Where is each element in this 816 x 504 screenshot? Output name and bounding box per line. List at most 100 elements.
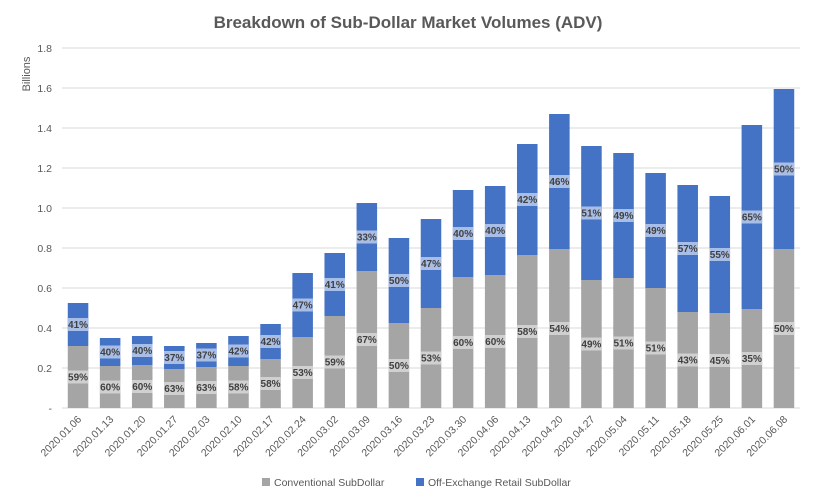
pct-label: 41% — [325, 280, 345, 291]
pct-label: 49% — [646, 226, 666, 237]
pct-label: 40% — [453, 229, 473, 240]
y-tick-label: 0.8 — [37, 243, 52, 255]
pct-label: 57% — [678, 244, 698, 255]
pct-label-box — [131, 380, 153, 393]
pct-label-box — [516, 325, 538, 338]
pct-label-box — [356, 333, 378, 346]
pct-label-box — [420, 257, 442, 270]
pct-label-box — [420, 351, 442, 365]
y-tick-label: 1.2 — [37, 163, 52, 175]
pct-label: 50% — [774, 324, 794, 335]
pct-label-box — [356, 230, 378, 244]
pct-label: 50% — [389, 361, 409, 372]
pct-label: 53% — [421, 354, 441, 365]
pct-label-box — [484, 335, 506, 348]
y-tick-label: - — [49, 403, 53, 415]
pct-label-box — [164, 382, 185, 395]
pct-label-box — [196, 348, 217, 362]
pct-label-box — [99, 380, 121, 394]
pct-label: 50% — [774, 165, 794, 176]
pct-label: 37% — [196, 351, 216, 362]
pct-label-box — [388, 359, 410, 372]
pct-label: 58% — [261, 379, 281, 390]
pct-label-box — [484, 224, 506, 237]
y-axis-label: Billions — [21, 56, 33, 91]
y-tick-label: 0.6 — [37, 283, 52, 295]
pct-label: 54% — [549, 324, 569, 335]
pct-label: 40% — [100, 348, 120, 359]
pct-label-box — [773, 162, 795, 176]
pct-label-box — [67, 370, 89, 384]
legend-swatch — [262, 478, 270, 486]
pct-label: 58% — [228, 383, 248, 394]
pct-label: 47% — [293, 301, 313, 312]
pct-label: 60% — [485, 337, 505, 348]
pct-label-box — [228, 380, 249, 394]
pct-label-box — [741, 352, 763, 365]
pct-label: 60% — [100, 383, 120, 394]
pct-label-box — [613, 209, 634, 222]
pct-label: 42% — [261, 337, 281, 348]
pct-label: 60% — [132, 382, 152, 393]
pct-label: 40% — [132, 346, 152, 357]
pct-label: 63% — [196, 383, 216, 394]
pct-label: 42% — [517, 195, 537, 206]
pct-label-box — [677, 353, 698, 367]
pct-label-box — [549, 322, 570, 335]
pct-label: 42% — [228, 347, 248, 358]
pct-label-box — [292, 298, 313, 312]
pct-label: 59% — [325, 358, 345, 369]
y-tick-label: 1.4 — [37, 123, 52, 135]
pct-label: 65% — [742, 213, 762, 224]
pct-label: 53% — [293, 368, 313, 379]
legend-swatch — [416, 478, 424, 486]
pct-label: 49% — [581, 340, 601, 351]
pct-label: 49% — [614, 211, 634, 222]
pct-label-box — [773, 322, 795, 335]
pct-label-box — [549, 175, 570, 188]
y-tick-label: 0.4 — [37, 323, 52, 335]
pct-label-box — [260, 377, 281, 390]
pct-label: 33% — [357, 233, 377, 244]
y-tick-label: 1.6 — [37, 83, 52, 95]
pct-label: 60% — [453, 338, 473, 349]
pct-label-box — [164, 351, 185, 364]
pct-label: 50% — [389, 276, 409, 287]
y-tick-label: 1.0 — [37, 203, 52, 215]
pct-label-box — [260, 335, 281, 348]
legend: Conventional SubDollar Off-Exchange Retai… — [262, 477, 571, 489]
percentage-labels: 59% 41% 60% 40% 60% 40% 63% 37% 63% 37% 58% 42% 58% 4… — [67, 162, 795, 395]
pct-label: 43% — [678, 356, 698, 367]
pct-label-box — [452, 336, 474, 349]
pct-label: 51% — [646, 344, 666, 355]
pct-label: 40% — [485, 226, 505, 237]
pct-label-box — [709, 248, 731, 261]
y-tick-label: 0.2 — [37, 363, 52, 375]
pct-label: 37% — [164, 353, 184, 364]
pct-label-box — [677, 242, 698, 255]
pct-label: 47% — [421, 259, 441, 270]
pct-label: 45% — [710, 356, 730, 367]
pct-label-box — [324, 278, 346, 291]
pct-label: 41% — [68, 320, 88, 331]
pct-label-box — [67, 318, 89, 331]
pct-label-box — [516, 193, 538, 206]
pct-label-box — [645, 341, 666, 355]
pct-label-box — [709, 354, 731, 367]
pct-label-box — [99, 345, 121, 359]
pct-label-box — [292, 366, 313, 379]
pct-label: 46% — [549, 177, 569, 188]
pct-label: 67% — [357, 335, 377, 346]
pct-label-box — [581, 337, 602, 351]
pct-label: 58% — [517, 327, 537, 338]
pct-label-box — [452, 227, 474, 240]
pct-label-box — [196, 381, 217, 394]
chart-title: Breakdown of Sub-Dollar Market Volumes (… — [214, 13, 603, 32]
pct-label-box — [131, 344, 153, 357]
legend-label: Off-Exchange Retail SubDollar — [428, 477, 571, 489]
pct-label: 59% — [68, 373, 88, 384]
pct-label-box — [228, 344, 249, 358]
pct-label: 35% — [742, 354, 762, 365]
y-tick-label: 1.8 — [37, 43, 52, 55]
